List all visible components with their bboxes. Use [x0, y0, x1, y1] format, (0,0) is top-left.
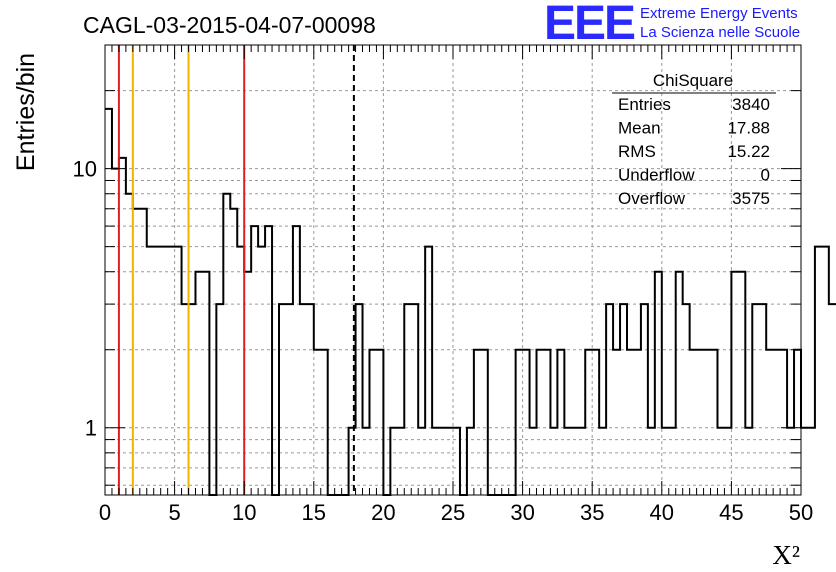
x-tick-label: 20	[371, 500, 395, 525]
x-tick-label: 35	[580, 500, 604, 525]
x-tick-label: 45	[719, 500, 743, 525]
eee-logo: EEE Extreme Energy Events La Scienza nel…	[544, 0, 800, 50]
stats-value-overflow: 3575	[732, 189, 770, 208]
y-axis-label: Entries/bin	[12, 53, 40, 171]
x-tick-label: 15	[302, 500, 326, 525]
stats-label-overflow: Overflow	[618, 189, 686, 208]
chart-title: CAGL-03-2015-04-07-00098	[83, 12, 376, 38]
histogram-steps	[105, 107, 836, 496]
stats-label-entries: Entries	[618, 95, 671, 114]
stats-value-entries: 3840	[732, 95, 770, 114]
stats-title: ChiSquare	[653, 71, 733, 90]
x-tick-label: 40	[650, 500, 674, 525]
x-tick-label: 30	[510, 500, 534, 525]
stats-value-rms: 15.22	[727, 142, 770, 161]
x-tick-label: 50	[789, 500, 813, 525]
stats-label-underflow: Underflow	[618, 166, 695, 185]
stats-label-mean: Mean	[618, 119, 661, 138]
eee-logo-mark: EEE	[544, 0, 636, 50]
stats-value-mean: 17.88	[727, 119, 770, 138]
logo-line-1: Extreme Energy Events	[640, 5, 798, 22]
x-tick-label: 5	[168, 500, 180, 525]
stats-label-rms: RMS	[618, 142, 656, 161]
x-axis-label: X²	[772, 540, 800, 570]
y-tick-label: 10	[73, 157, 97, 182]
x-tick-label: 25	[441, 500, 465, 525]
y-tick-label: 1	[85, 416, 97, 441]
x-tick-label: 0	[99, 500, 111, 525]
logo-line-2: La Scienza nelle Scuole	[640, 24, 801, 41]
x-tick-label: 10	[232, 500, 256, 525]
stats-value-underflow: 0	[761, 166, 770, 185]
eee-logo-text: Extreme Energy Events La Scienza nelle S…	[640, 4, 800, 42]
